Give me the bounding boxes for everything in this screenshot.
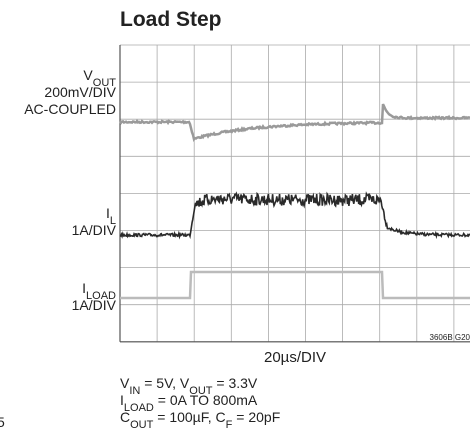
il-trace	[119, 191, 470, 240]
subscript: IN	[129, 385, 140, 397]
margin-text: 5	[0, 414, 5, 430]
channel-scale: 1A/DIV	[72, 297, 117, 313]
title: Load Step	[120, 8, 222, 31]
channel-name: VOUT	[83, 67, 116, 89]
condition: VIN = 5V, VOUT = 3.3V	[120, 375, 258, 397]
text-part: I	[120, 392, 124, 408]
channel-scale: 200mV/DIV	[44, 84, 116, 100]
channel-name: ILOAD	[82, 280, 116, 302]
vout-trace	[118, 103, 470, 143]
channel-coupling: AC-COUPLED	[24, 101, 116, 117]
figure-code: 3606B G20	[430, 333, 470, 342]
text-part: I	[82, 280, 86, 296]
subscript: OUT	[93, 77, 117, 89]
channel-name: IL	[106, 205, 116, 227]
condition: COUT = 100µF, CF = 20pF	[120, 409, 280, 431]
text-part: = 5V, V	[140, 375, 190, 391]
text-part: C	[120, 409, 130, 425]
traces	[118, 103, 470, 300]
channel-scale: 1A/DIV	[72, 222, 117, 238]
x-label: 20µs/DIV	[264, 349, 326, 366]
text-part: = 100µF, C	[153, 409, 225, 425]
text-part: V	[83, 67, 93, 83]
condition: ILOAD = 0A TO 800mA	[120, 392, 258, 414]
subscript: OUT	[130, 419, 154, 431]
text-part: = 3.3V	[213, 375, 258, 391]
subscript: OUT	[189, 385, 213, 397]
subscript: LOAD	[124, 402, 154, 414]
iload-trace	[120, 270, 470, 300]
text-part: V	[120, 375, 130, 391]
subscript: LOAD	[86, 290, 116, 302]
text-part: I	[106, 205, 110, 221]
text-part: = 0A TO 800mA	[154, 392, 258, 408]
text-part: = 20pF	[232, 409, 280, 425]
subscript: L	[110, 215, 116, 227]
subscript: F	[226, 419, 233, 431]
channel-labels: VOUT200mV/DIVAC-COUPLEDIL1A/DIVILOAD1A/D…	[24, 67, 116, 313]
